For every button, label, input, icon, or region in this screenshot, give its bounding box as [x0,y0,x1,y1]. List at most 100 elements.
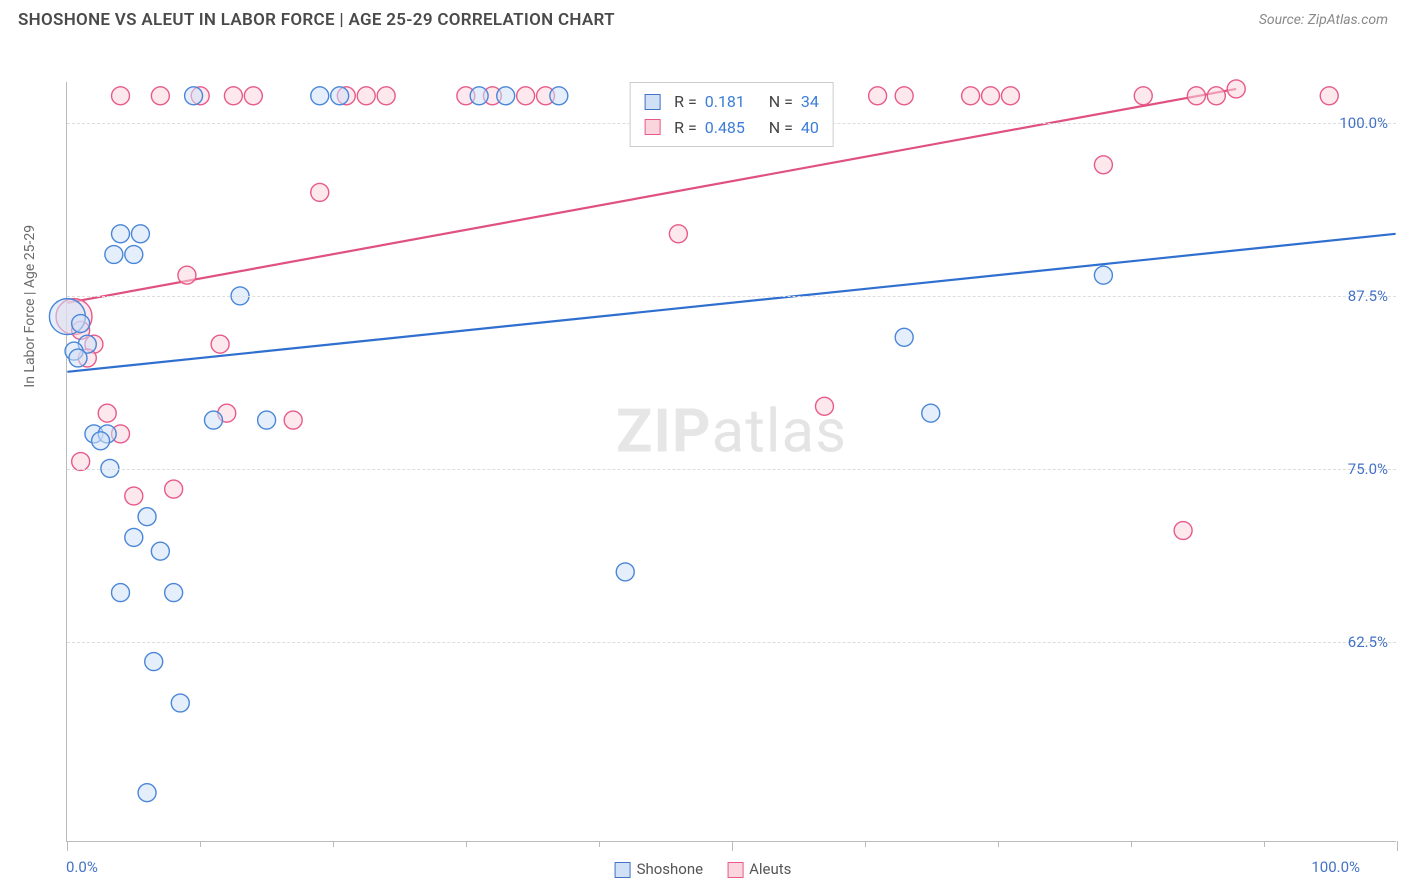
scatter-layer [67,82,1396,841]
point-aleuts [895,87,913,105]
point-aleuts [98,404,116,422]
legend-item-shoshone: Shoshone [615,860,704,878]
n-label: N = [769,89,793,115]
point-shoshone [72,315,90,333]
point-aleuts [815,397,833,415]
point-aleuts [982,87,1000,105]
y-tick-label: 62.5% [1348,633,1388,651]
x-tick [333,841,334,847]
point-shoshone [922,404,940,422]
point-aleuts [165,480,183,498]
x-tick-major [67,841,68,851]
point-aleuts [284,411,302,429]
point-shoshone [145,653,163,671]
legend-label: Aleuts [749,860,791,878]
point-aleuts [669,225,687,243]
gridline-h [67,296,1396,297]
x-axis-min-label: 0.0% [66,858,98,876]
point-aleuts [1001,87,1019,105]
point-aleuts [1187,87,1205,105]
swatch-icon [644,119,660,135]
x-tick [599,841,600,847]
point-aleuts [1174,522,1192,540]
point-aleuts [1094,156,1112,174]
swatch-icon [644,94,660,110]
point-shoshone [550,87,568,105]
gridline-h [67,642,1396,643]
point-shoshone [165,584,183,602]
stats-row-shoshone: R = 0.181 N = 34 [644,89,819,115]
swatch-icon [615,862,631,878]
point-aleuts [1320,87,1338,105]
point-aleuts [1134,87,1152,105]
stats-row-aleuts: R = 0.485 N = 40 [644,115,819,141]
chart-title: SHOSHONE VS ALEUT IN LABOR FORCE | AGE 2… [18,10,615,30]
point-aleuts [962,87,980,105]
x-tick-major [1397,841,1398,851]
swatch-icon [727,862,743,878]
y-tick-label: 100.0% [1339,114,1388,132]
point-shoshone [131,225,149,243]
point-aleuts [224,87,242,105]
point-shoshone [1094,266,1112,284]
point-aleuts [357,87,375,105]
legend-item-aleuts: Aleuts [727,860,791,878]
r-value: 0.181 [705,89,761,115]
point-shoshone [125,246,143,264]
point-shoshone [497,87,515,105]
r-label: R = [674,89,697,115]
point-aleuts [211,335,229,353]
point-shoshone [112,584,130,602]
point-aleuts [377,87,395,105]
point-shoshone [470,87,488,105]
gridline-h [67,469,1396,470]
x-tick [200,841,201,847]
point-shoshone [138,784,156,802]
point-shoshone [138,508,156,526]
point-aleuts [72,453,90,471]
chart-container: In Labor Force | Age 25-29 R = 0.181 N =… [18,38,1388,884]
point-shoshone [616,563,634,581]
point-aleuts [244,87,262,105]
point-aleuts [1207,87,1225,105]
x-axis-max-label: 100.0% [1311,858,1360,876]
point-shoshone [69,349,87,367]
legend-label: Shoshone [637,860,704,878]
point-aleuts [112,87,130,105]
n-value: 40 [801,115,819,141]
point-aleuts [178,266,196,284]
x-tick [1264,841,1265,847]
point-aleuts [311,183,329,201]
point-shoshone [331,87,349,105]
stats-legend: R = 0.181 N = 34 R = 0.485 N = 40 [629,82,834,147]
plot-area: R = 0.181 N = 34 R = 0.485 N = 40 ZIPatl… [66,82,1396,842]
point-shoshone [185,87,203,105]
x-tick [466,841,467,847]
n-value: 34 [801,89,819,115]
point-shoshone [204,411,222,429]
point-shoshone [258,411,276,429]
point-shoshone [895,328,913,346]
point-aleuts [151,87,169,105]
legend-bottom: Shoshone Aleuts [615,860,792,878]
x-tick-major [732,841,733,851]
point-shoshone [125,528,143,546]
n-label: N = [769,115,793,141]
y-axis-label: In Labor Force | Age 25-29 [22,225,38,388]
point-shoshone [92,432,110,450]
source-attribution: Source: ZipAtlas.com [1259,12,1388,28]
point-shoshone [112,225,130,243]
point-aleuts [869,87,887,105]
r-label: R = [674,115,697,141]
r-value: 0.485 [705,115,761,141]
y-tick-label: 75.0% [1348,460,1388,478]
x-tick [1131,841,1132,847]
point-shoshone [171,694,189,712]
point-aleuts [1227,80,1245,98]
point-aleuts [125,487,143,505]
x-tick [865,841,866,847]
y-tick-label: 87.5% [1348,287,1388,305]
point-aleuts [517,87,535,105]
point-shoshone [105,246,123,264]
x-tick [998,841,999,847]
